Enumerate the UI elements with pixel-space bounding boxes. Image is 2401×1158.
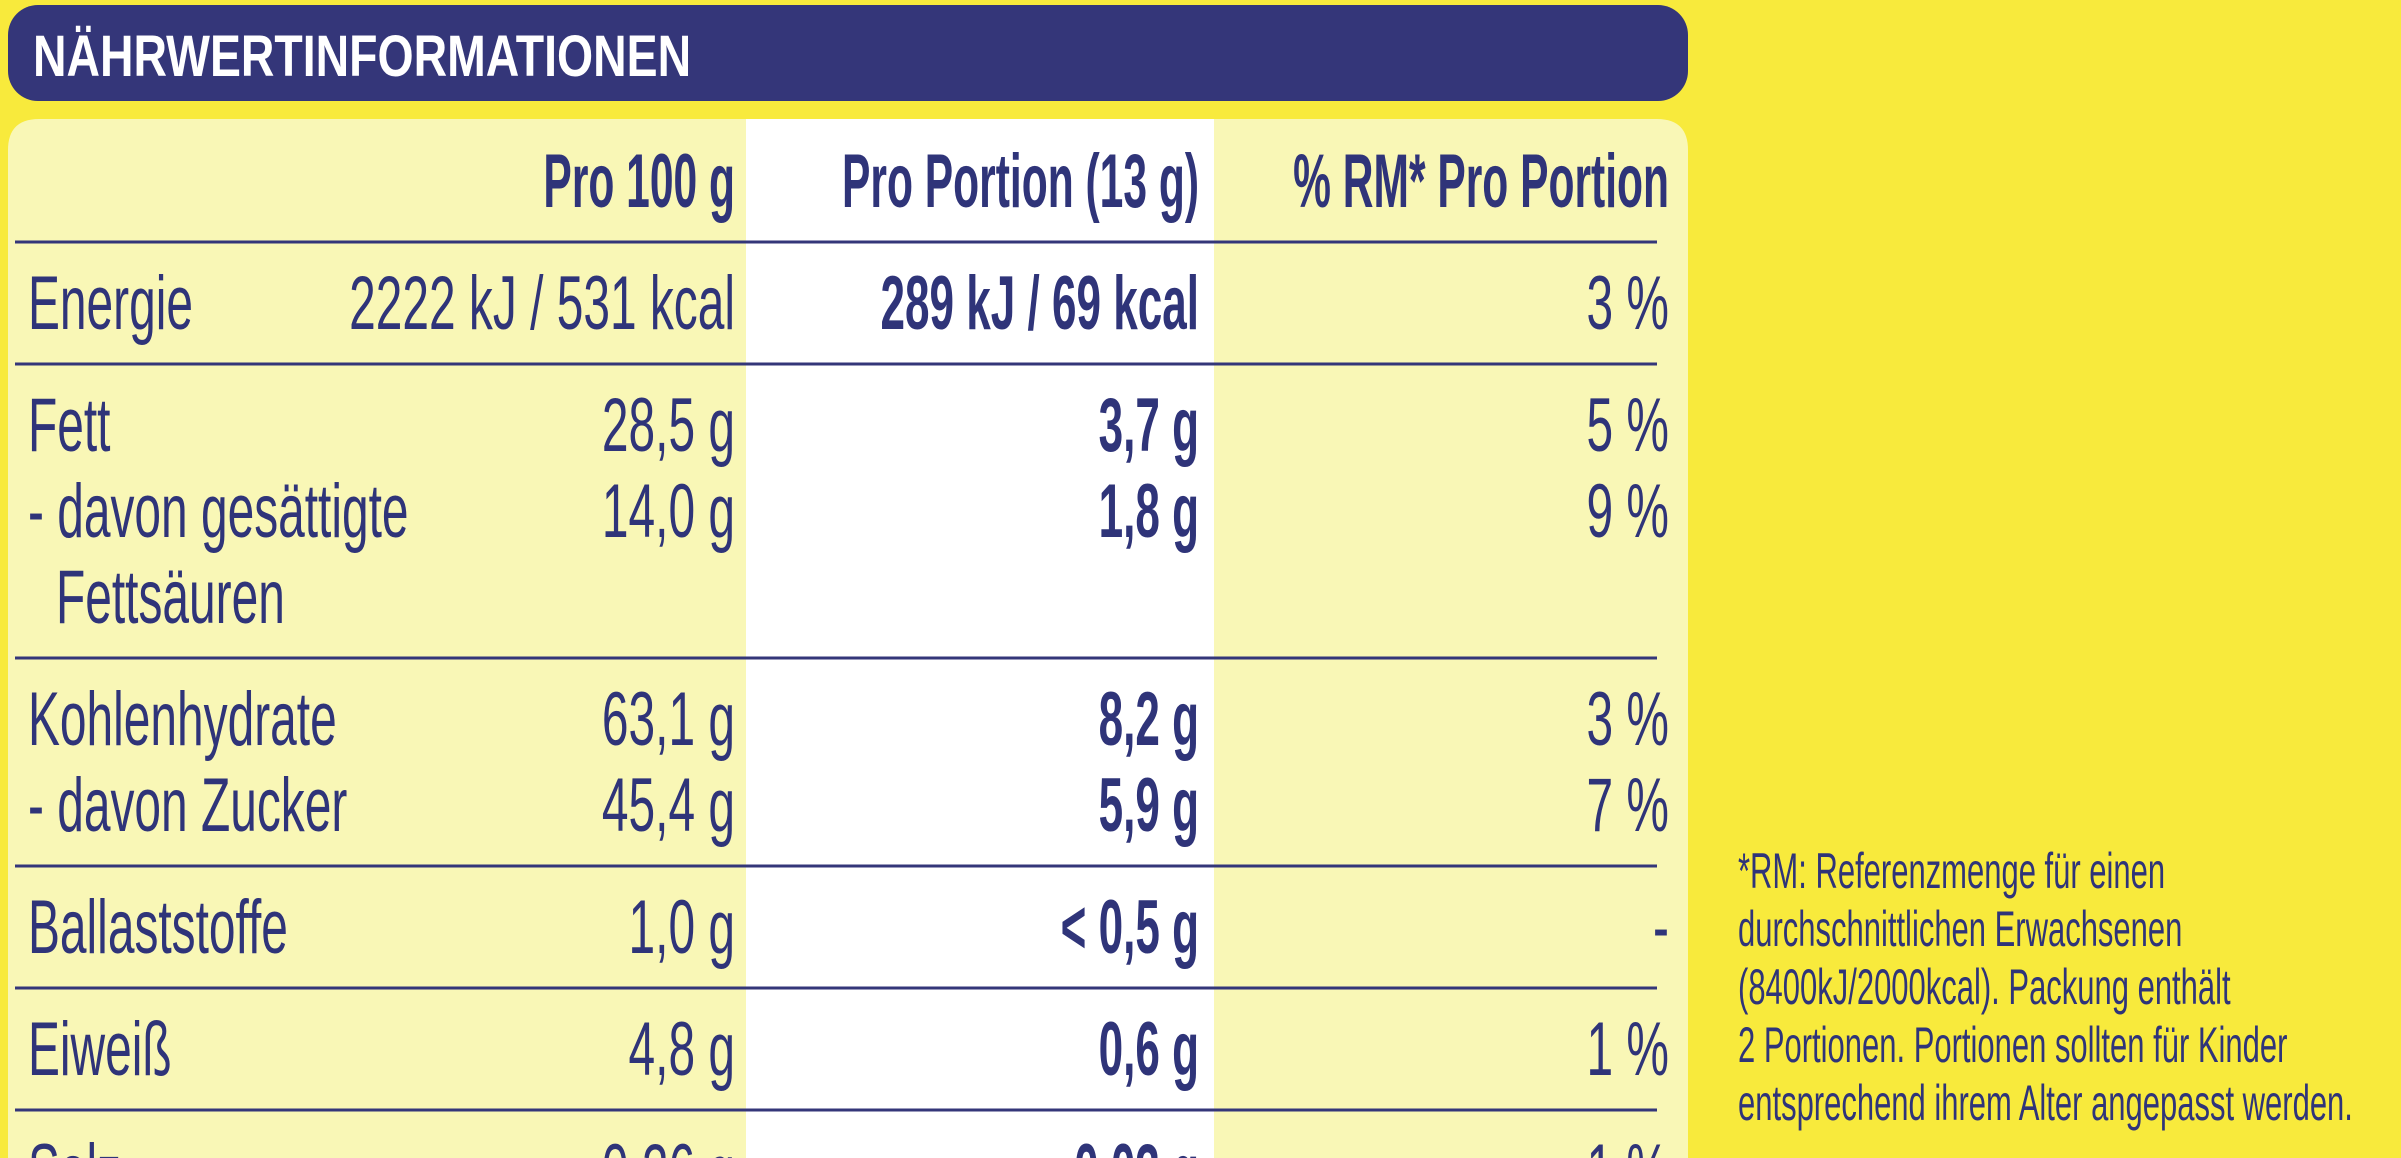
per100-value: 28,5 g — [602, 384, 735, 468]
footnote-line: *RM: Referenzmenge für einen — [1738, 842, 2165, 898]
column-header: Pro Portion (13 g) — [842, 139, 1199, 224]
title: NÄHRWERTINFORMATIONEN — [33, 24, 691, 89]
rm-value: 9 % — [1587, 470, 1669, 554]
row-label: Fett — [28, 384, 111, 468]
per100-value: 45,4 g — [602, 764, 735, 848]
footnote-line: (8400kJ/2000kcal). Packung enthält — [1738, 958, 2231, 1014]
per100-value: 2222 kJ / 531 kcal — [349, 262, 735, 346]
portion-value: 289 kJ / 69 kcal — [880, 262, 1199, 346]
per100-value: 0,26 g — [602, 1130, 735, 1158]
row-label: Eiweiß — [28, 1008, 172, 1092]
row-label: Fettsäuren — [56, 556, 285, 640]
rm-value: 5 % — [1587, 384, 1669, 468]
rm-value: 1 % — [1587, 1008, 1669, 1092]
content: NÄHRWERTINFORMATIONEN Pro 100 g Pro Portio… — [15, 24, 2353, 1158]
footnote-line: entsprechend ihrem Alter angepasst werde… — [1738, 1074, 2353, 1130]
row-label: Energie — [28, 262, 193, 346]
rm-value: - — [1653, 886, 1669, 970]
column-header: % RM* Pro Portion — [1293, 139, 1669, 224]
footnote-line: durchschnittlichen Erwachsenen — [1738, 900, 2182, 956]
header-bar — [8, 5, 1688, 101]
per100-value: 1,0 g — [629, 886, 735, 970]
rm-value: 3 % — [1587, 262, 1669, 346]
row-label: Ballaststoffe — [28, 886, 288, 970]
portion-value: 1,8 g — [1099, 470, 1199, 554]
per100-value: 14,0 g — [602, 470, 735, 554]
footnote-line: 2 Portionen. Portionen sollten für Kinde… — [1738, 1016, 2288, 1072]
portion-value: 3,7 g — [1099, 384, 1199, 468]
row-label: Salz — [28, 1130, 121, 1158]
row-label: - davon gesättigte — [28, 470, 409, 554]
portion-value: 0,03 g — [1074, 1130, 1199, 1158]
rm-value: 7 % — [1587, 764, 1669, 848]
rm-value: 3 % — [1587, 678, 1669, 762]
portion-value: 8,2 g — [1099, 678, 1199, 762]
portion-value: 0,6 g — [1099, 1008, 1199, 1092]
per100-value: 63,1 g — [602, 678, 735, 762]
portion-column — [746, 119, 1214, 1158]
rm-value: 1 % — [1587, 1130, 1669, 1158]
per100-value: 4,8 g — [629, 1008, 735, 1092]
row-label: Kohlenhydrate — [28, 678, 337, 762]
column-header: Pro 100 g — [543, 139, 735, 224]
row-label: - davon Zucker — [28, 764, 347, 848]
portion-value: 5,9 g — [1099, 764, 1199, 848]
portion-value: < 0,5 g — [1061, 886, 1199, 970]
